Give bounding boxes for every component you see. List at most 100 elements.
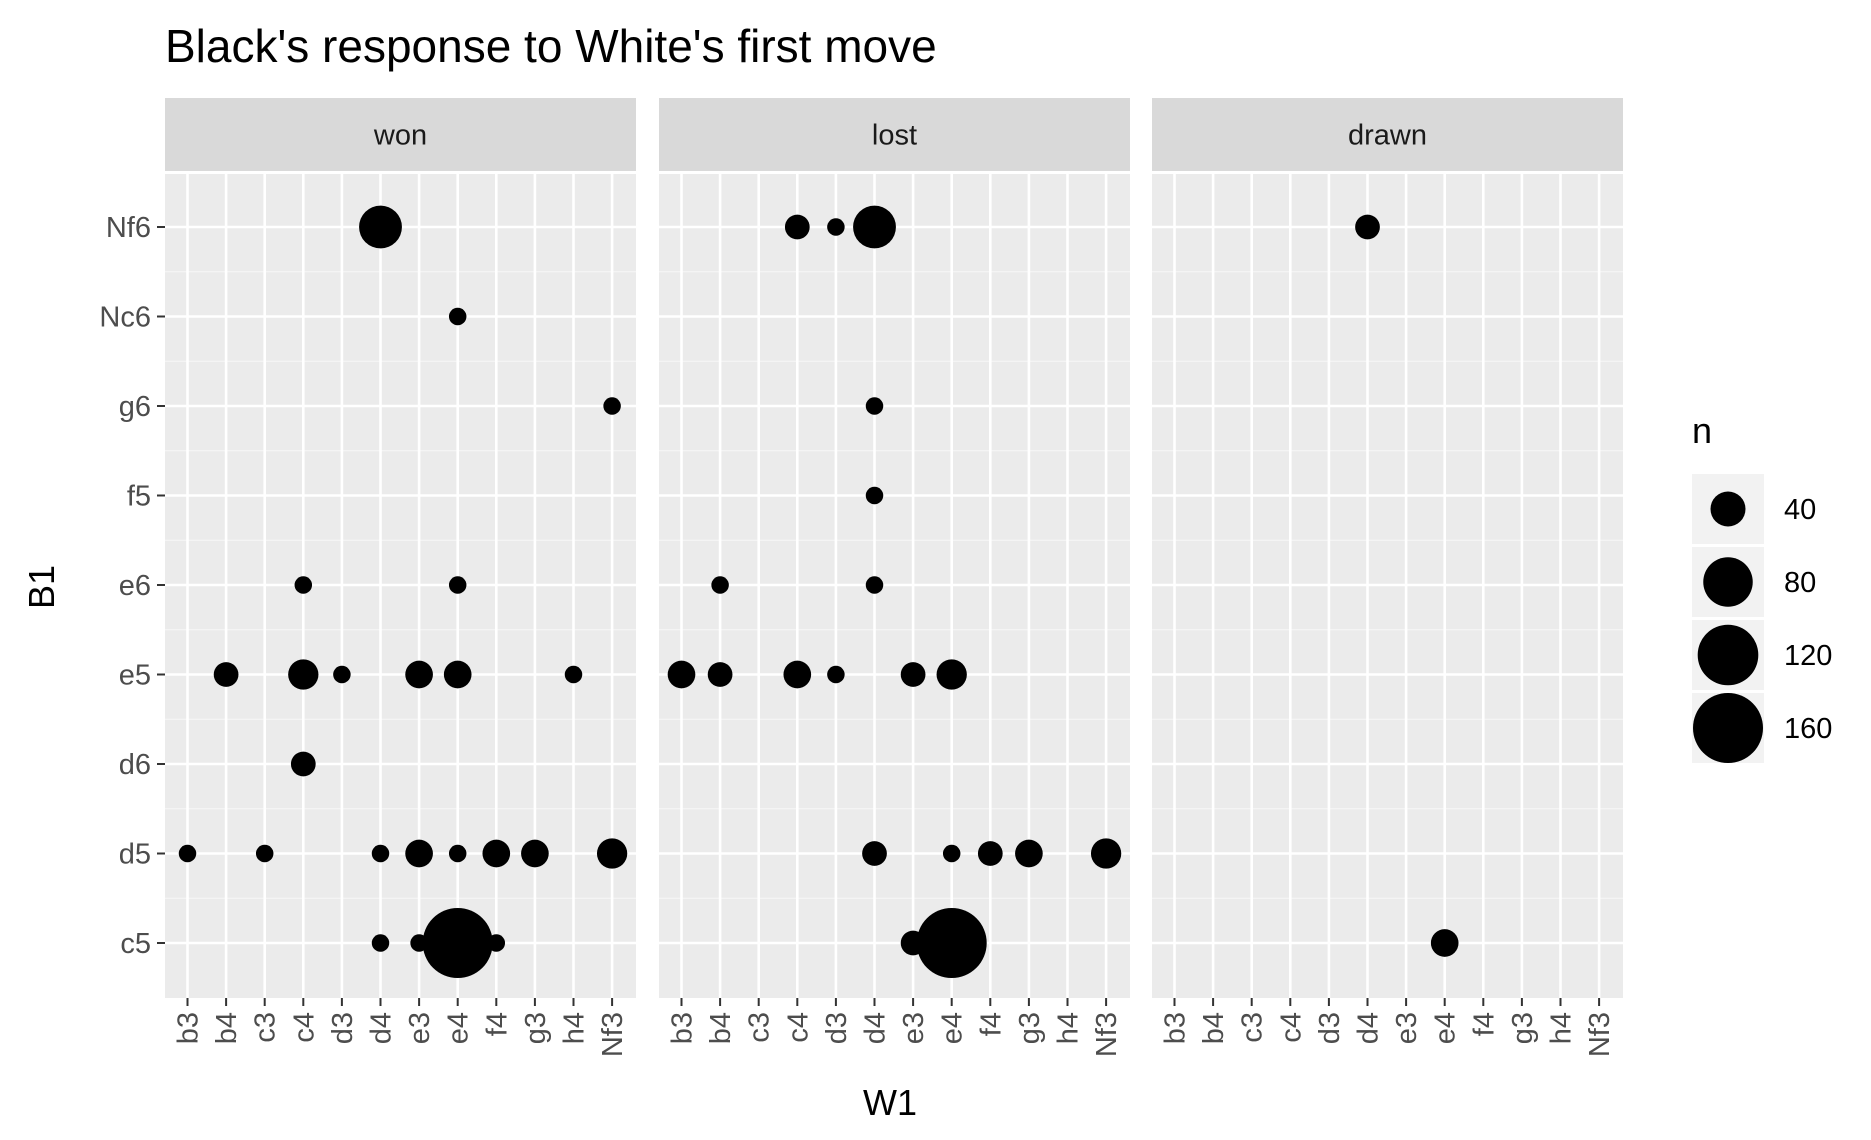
point-lost-c4-e5	[783, 660, 812, 689]
x-tick-label-d4: d4	[860, 1012, 892, 1044]
x-tick-label-b4: b4	[1198, 1012, 1230, 1044]
point-lost-e4-c5	[916, 908, 987, 978]
point-won-e4-nc6	[448, 307, 467, 326]
facet-strip	[1152, 98, 1623, 171]
y-tick-label-f5: f5	[127, 481, 151, 513]
point-won-f4-c5	[487, 934, 506, 952]
point-lost-e4-d5	[942, 844, 961, 863]
point-drawn-e4-c5	[1430, 929, 1459, 957]
y-tick-label-g6: g6	[119, 391, 151, 423]
x-tick-label-b3: b3	[173, 1012, 205, 1044]
y-axis: c5 d5 d6 e5 e6 f5 g6 Nc6 Nf6	[99, 212, 165, 960]
point-lost-b3-e5	[667, 660, 696, 689]
x-tick-label-c4: c4	[288, 1012, 320, 1043]
x-tick-label-f4: f4	[1468, 1012, 1500, 1036]
point-won-nf3-g6	[603, 397, 621, 415]
facet-strip-label: won	[373, 120, 427, 152]
point-won-e3-d5	[405, 839, 433, 868]
facet-panel-drawn: drawn b3 b4 c3 c4 d3 d4 e3 e4 f4 g3 h4 Nf3	[1152, 98, 1623, 1057]
x-tick-label-b4: b4	[211, 1012, 243, 1044]
point-won-e4-d5	[448, 844, 467, 863]
x-tick-label-h4: h4	[1546, 1012, 1578, 1044]
x-tick-label-d4: d4	[366, 1012, 398, 1044]
chart-title: Black's response to White's first move	[165, 20, 937, 72]
point-lost-d3-e5	[827, 665, 845, 684]
point-lost-d4-g6	[865, 397, 884, 415]
point-lost-b4-e6	[711, 576, 729, 594]
point-won-d4-d5	[371, 844, 390, 863]
legend-title: n	[1692, 410, 1712, 451]
x-tick-label-f4: f4	[975, 1012, 1007, 1036]
point-won-c4-e6	[294, 576, 313, 594]
point-won-b3-d5	[178, 844, 197, 863]
x-tick-label-b3: b3	[667, 1012, 699, 1044]
x-axis-title: W1	[863, 1082, 917, 1123]
point-won-g3-d5	[521, 839, 549, 868]
x-tick-label-e4: e4	[443, 1012, 475, 1044]
point-won-d4-nf6	[359, 205, 402, 249]
x-tick-label-f4: f4	[481, 1012, 513, 1036]
x-tick-label-c3: c3	[1237, 1012, 1269, 1043]
y-tick-label-c5: c5	[120, 928, 151, 960]
y-tick-label-nf6: Nf6	[106, 212, 151, 244]
facet-panel-won: won b3 b4 c3 c4 d3 d4 e3 e4 f4 g3 h4 Nf3	[165, 98, 636, 1057]
y-tick-label-d5: d5	[119, 839, 151, 871]
x-tick-label-d3: d3	[1314, 1012, 1346, 1044]
legend-key-label: 40	[1784, 494, 1816, 526]
legend-key-40: 40	[1692, 474, 1816, 544]
point-lost-d3-nf6	[827, 218, 845, 236]
x-tick-label-g3: g3	[1507, 1012, 1539, 1044]
x-tick-label-e4: e4	[1430, 1012, 1462, 1044]
legend-key-80: 80	[1692, 547, 1816, 617]
legend-key-label: 120	[1784, 640, 1832, 672]
x-tick-label-b3: b3	[1160, 1012, 1192, 1044]
point-lost-c4-nf6	[784, 214, 810, 240]
point-lost-d4-nf6	[853, 205, 896, 249]
x-tick-label-g3: g3	[1014, 1012, 1046, 1044]
legend-key-160: 160	[1692, 693, 1832, 763]
y-tick-label-nc6: Nc6	[99, 302, 151, 334]
point-lost-e4-e5	[936, 659, 967, 690]
size-legend: n 40 80 120 160	[1692, 410, 1832, 763]
point-won-c4-d6	[290, 751, 316, 777]
x-tick-label-c3: c3	[250, 1012, 282, 1043]
legend-key-label: 80	[1784, 567, 1816, 599]
y-axis-title: B1	[21, 565, 62, 609]
point-won-d3-e5	[333, 665, 351, 684]
y-tick-label-d6: d6	[119, 749, 151, 781]
point-won-e4-e6	[448, 576, 467, 594]
legend-key-label: 160	[1784, 713, 1832, 745]
legend-key-circle	[1697, 624, 1759, 686]
point-won-e4-c5	[422, 908, 493, 978]
x-tick-label-e3: e3	[404, 1012, 436, 1044]
facet-strip	[165, 98, 636, 171]
x-tick-label-h4: h4	[1053, 1012, 1085, 1044]
point-lost-d4-d5	[862, 841, 887, 866]
point-lost-f4-d5	[977, 841, 1003, 866]
x-tick-label-d3: d3	[821, 1012, 853, 1044]
legend-key-circle	[1710, 491, 1746, 527]
x-tick-label-h4: h4	[559, 1012, 591, 1044]
x-tick-label-d4: d4	[1353, 1012, 1385, 1044]
facet-strip-label: drawn	[1348, 120, 1427, 152]
x-tick-label-c4: c4	[1275, 1012, 1307, 1043]
x-tick-label-d3: d3	[327, 1012, 359, 1044]
point-lost-d4-e6	[865, 576, 884, 594]
legend-key-circle	[1703, 557, 1753, 607]
facet-panel-lost: lost b3 b4 c3 c4 d3 d4 e3 e4 f4 g3 h4 Nf3	[659, 98, 1130, 1057]
point-won-c3-d5	[255, 844, 274, 863]
legend-key-120: 120	[1692, 620, 1832, 690]
point-won-e3-e5	[405, 660, 433, 689]
point-won-b4-e5	[213, 662, 239, 687]
x-tick-label-e3: e3	[1391, 1012, 1423, 1044]
x-tick-label-nf3: Nf3	[1091, 1012, 1123, 1057]
point-won-d4-c5	[371, 934, 390, 952]
facet-strip	[659, 98, 1130, 171]
point-drawn-d4-nf6	[1355, 214, 1380, 240]
facet-strip-label: lost	[872, 120, 917, 152]
point-lost-d4-f5	[865, 486, 884, 505]
x-tick-label-g3: g3	[520, 1012, 552, 1044]
x-tick-label-e4: e4	[937, 1012, 969, 1044]
